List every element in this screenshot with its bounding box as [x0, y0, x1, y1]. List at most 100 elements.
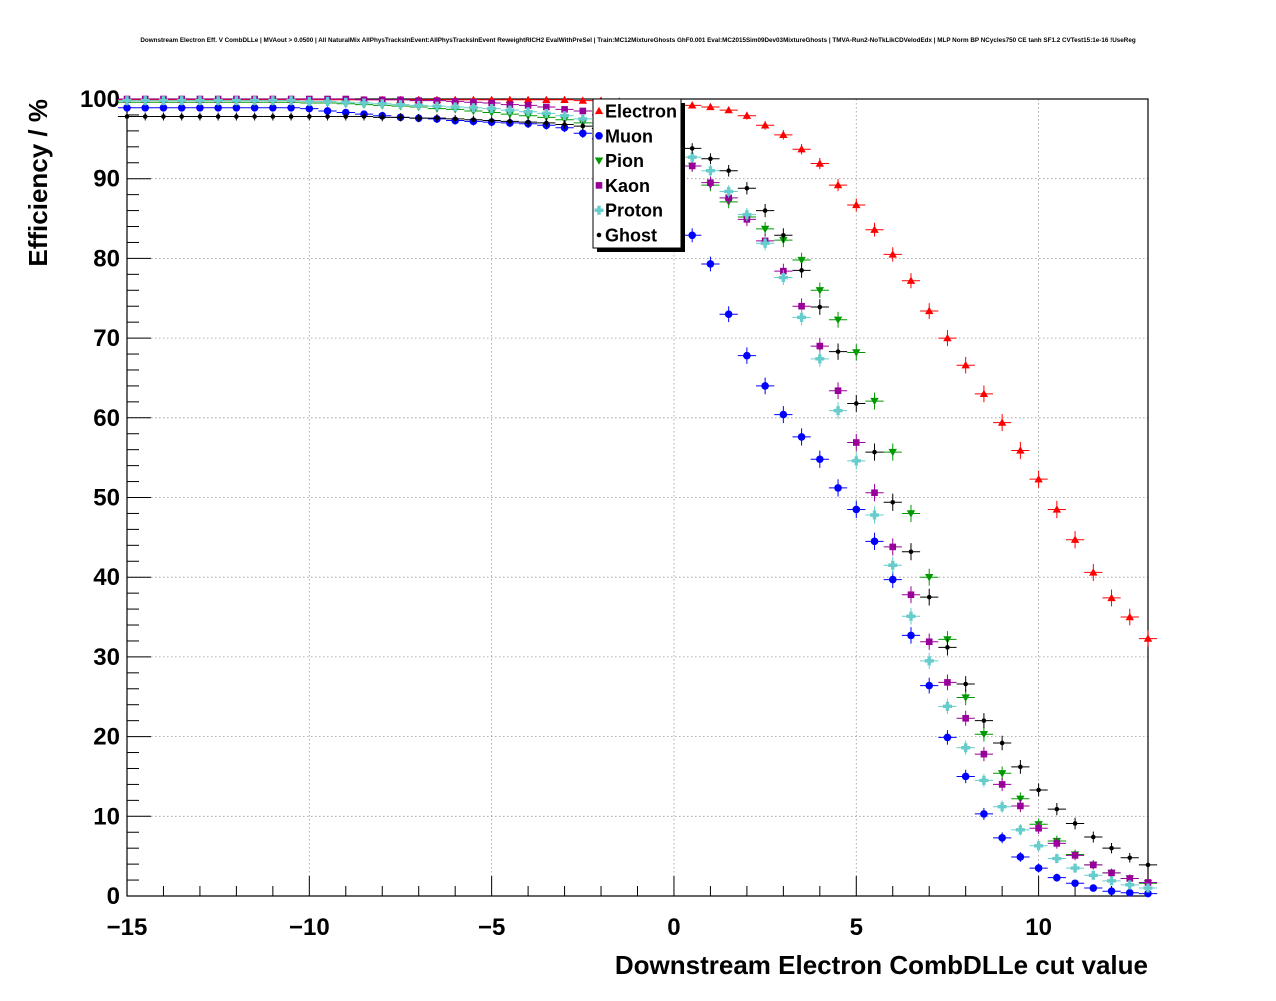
y-tick-label: 50 — [93, 485, 120, 512]
point-marker — [579, 107, 587, 115]
muon-point — [938, 730, 957, 745]
point-marker — [1053, 873, 1061, 882]
point-marker — [450, 102, 460, 112]
electron-point — [1047, 500, 1066, 519]
legend-marker — [595, 182, 603, 189]
point-marker — [687, 152, 697, 162]
point-marker — [926, 594, 932, 600]
kaon-point — [847, 433, 866, 452]
point-marker — [961, 360, 970, 369]
proton-point — [774, 269, 793, 286]
point-marker — [852, 349, 861, 357]
ghost-point — [172, 112, 191, 121]
point-marker — [981, 718, 987, 723]
point-marker — [578, 96, 588, 104]
point-marker — [979, 775, 989, 785]
kaon-point — [974, 747, 994, 762]
proton-point — [1084, 870, 1103, 880]
point-marker — [323, 107, 332, 115]
point-marker — [541, 108, 551, 118]
point-marker — [1089, 884, 1098, 892]
electron-point — [518, 95, 538, 103]
muon-point — [300, 104, 319, 113]
muon-point — [263, 103, 282, 112]
point-marker — [1108, 869, 1115, 877]
ghost-point — [920, 588, 939, 606]
point-marker — [141, 103, 150, 112]
point-marker — [906, 611, 916, 621]
point-marker — [760, 238, 770, 248]
legend-marker — [596, 232, 602, 238]
ghost-point — [537, 118, 556, 128]
proton-point — [847, 452, 866, 470]
point-marker — [343, 114, 349, 119]
point-marker — [1053, 840, 1061, 847]
kaon-point — [993, 777, 1012, 792]
point-marker — [888, 250, 897, 258]
muon-point — [1029, 863, 1048, 873]
point-marker — [122, 96, 132, 106]
point-marker — [1125, 880, 1135, 890]
point-marker — [395, 100, 405, 110]
point-marker — [962, 714, 969, 722]
point-marker — [1145, 862, 1151, 868]
point-marker — [325, 114, 330, 119]
legend-item-electron: Electron — [594, 102, 677, 122]
point-marker — [925, 306, 934, 315]
point-marker — [1015, 825, 1025, 835]
point-marker — [1071, 879, 1079, 888]
muon-point — [209, 103, 228, 112]
ghost-point — [993, 735, 1012, 751]
point-marker — [760, 121, 770, 129]
point-marker — [888, 560, 898, 570]
kaon-point — [537, 103, 556, 111]
point-marker — [1052, 854, 1062, 864]
muon-point — [774, 406, 793, 424]
ghost-point — [810, 299, 829, 315]
point-marker — [1072, 821, 1078, 826]
muon-point — [956, 769, 975, 784]
point-marker — [906, 276, 916, 284]
point-marker — [943, 733, 952, 742]
electron-point — [756, 120, 775, 130]
point-marker — [835, 349, 841, 354]
electron-point — [1120, 608, 1139, 626]
point-marker — [906, 510, 916, 518]
muon-point — [227, 103, 246, 112]
point-marker — [377, 99, 387, 109]
ghost-point — [1102, 843, 1121, 854]
muon-point — [901, 627, 921, 644]
point-marker — [998, 834, 1006, 842]
y-tick-label: 100 — [80, 86, 120, 113]
kaon-point — [555, 106, 574, 113]
muon-point — [1011, 852, 1030, 862]
point-marker — [379, 115, 385, 120]
point-marker — [888, 448, 897, 457]
ghost-point — [1138, 860, 1158, 870]
kaon-point — [409, 97, 428, 104]
legend-label: Pion — [605, 151, 644, 171]
proton-point — [373, 99, 392, 109]
point-marker — [1017, 802, 1024, 810]
point-marker — [815, 287, 825, 295]
point-marker — [525, 119, 531, 125]
series-proton — [117, 96, 1158, 893]
point-marker — [159, 103, 168, 112]
muon-point — [190, 103, 210, 112]
point-marker — [833, 406, 843, 416]
legend-label: Kaon — [605, 176, 650, 196]
ghost-point — [190, 112, 210, 121]
point-marker — [1126, 875, 1134, 882]
legend-marker — [595, 132, 603, 140]
legend: Electron Muon Pion Kaon Proton Ghost — [592, 98, 685, 252]
point-marker — [687, 101, 697, 109]
proton-point — [518, 107, 538, 117]
point-marker — [833, 316, 843, 324]
pion-point — [756, 222, 775, 236]
point-marker — [706, 102, 715, 111]
proton-point — [281, 96, 301, 106]
point-marker — [834, 387, 842, 395]
point-marker — [269, 103, 277, 112]
electron-point — [993, 414, 1012, 432]
